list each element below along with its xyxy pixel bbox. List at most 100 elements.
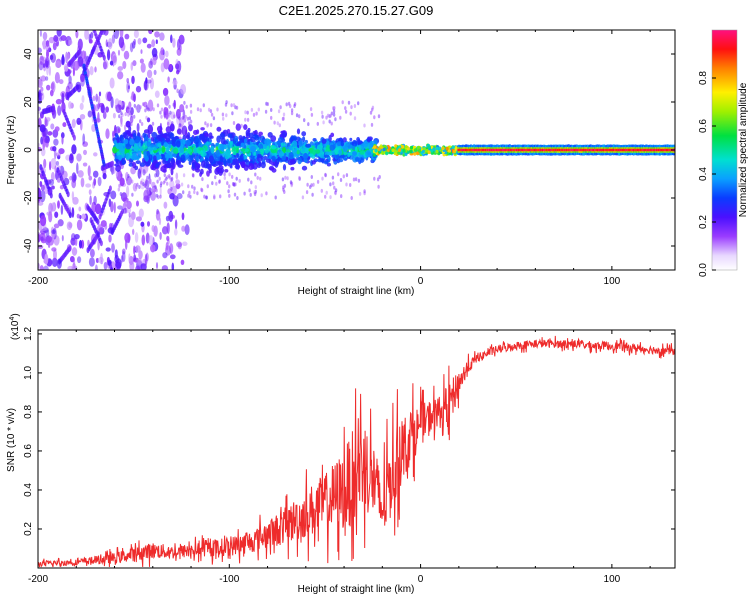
spectrogram-cell xyxy=(165,241,169,251)
spectrogram-cell xyxy=(162,133,167,139)
spectrogram-cell xyxy=(338,149,342,156)
spectrogram-cell xyxy=(373,176,376,181)
spectrogram-cell xyxy=(84,30,90,40)
spectrogram-cell xyxy=(288,152,294,159)
spectrogram-cell xyxy=(53,138,59,146)
spectrogram-cell xyxy=(112,112,116,119)
spectrogram-cell xyxy=(381,150,385,154)
spectrogram-cell xyxy=(293,102,297,107)
spectrogram-cell xyxy=(445,146,449,151)
spectrogram-cell xyxy=(155,163,159,169)
spectrogram-cell xyxy=(277,109,281,114)
spectrogram-cell xyxy=(171,162,175,170)
spectrogram-cell xyxy=(351,139,358,147)
spectrogram-cell xyxy=(45,235,53,243)
spectrogram-cell xyxy=(228,193,231,198)
spectrogram-cell xyxy=(40,91,45,101)
spectrogram-cell xyxy=(220,137,226,145)
spectrogram-cell xyxy=(235,176,238,181)
spectrogram-cell xyxy=(135,160,141,165)
spectrogram-cell xyxy=(185,104,188,109)
spectrogram-cell xyxy=(276,121,279,126)
spectrogram-cell xyxy=(233,158,239,166)
spectrogram-cell xyxy=(57,105,62,116)
spectrogram-cell xyxy=(264,138,271,146)
spectrogram-cell xyxy=(345,173,349,178)
spectrogram-cell xyxy=(142,169,146,176)
spectrogram-cell xyxy=(216,107,219,112)
spectrogram-cell xyxy=(247,127,251,133)
spectrogram-cell xyxy=(176,128,182,135)
spectrogram-cell xyxy=(180,84,187,95)
spectrogram-cell xyxy=(141,234,146,246)
spectrogram-cell xyxy=(102,54,106,61)
spectrogram-cell xyxy=(331,175,335,180)
spectrogram-cell xyxy=(254,172,257,177)
spectrogram-cell xyxy=(289,158,296,165)
spectrogram-cell xyxy=(316,121,319,126)
spectrogram-cell xyxy=(96,231,100,238)
spectrogram-cell xyxy=(169,243,174,254)
spectrogram-cell xyxy=(93,152,98,157)
spectrogram-cell xyxy=(363,123,366,128)
spectrogram-cell xyxy=(191,173,195,178)
spectrogram-cell xyxy=(112,53,118,66)
spectrogram-cell xyxy=(235,105,239,110)
spectrogram-cell xyxy=(373,145,377,149)
spectrogram-cell xyxy=(143,80,149,91)
spectrogram-cell xyxy=(171,262,175,270)
spectrogram-cell xyxy=(290,111,294,116)
spectrogram-cell xyxy=(174,219,178,230)
spectrogram-cell xyxy=(105,39,108,48)
spectrogram-cell xyxy=(93,178,97,186)
spectrogram-cell xyxy=(103,262,108,270)
spectrogram-cell xyxy=(49,54,54,61)
spectrogram-cell xyxy=(38,200,44,206)
spectrogram-cell xyxy=(332,181,335,186)
spectrogram-cell xyxy=(296,150,300,155)
spectrogram-cell xyxy=(350,196,353,200)
spectrogram-cell xyxy=(342,174,345,179)
spectrogram-cell xyxy=(120,122,123,127)
spectrogram-cell xyxy=(115,160,121,165)
spectrogram-cell xyxy=(135,105,138,110)
spectrogram-cell xyxy=(229,141,233,149)
spectrogram-cell xyxy=(219,194,222,199)
spectrogram-cell xyxy=(118,114,121,119)
spectrogram-cell xyxy=(243,124,248,131)
spectrogram-cell xyxy=(169,63,173,71)
spectrogram-cell xyxy=(177,156,181,160)
spectrogram-cell xyxy=(309,107,313,112)
spectrogram-cell xyxy=(196,191,199,196)
spectrogram-cell xyxy=(132,228,135,236)
spectrogram-cell xyxy=(133,254,137,262)
spectrogram-cell xyxy=(134,245,141,253)
spectrogram-cell xyxy=(128,101,132,110)
spectrogram-cell xyxy=(259,176,262,181)
spectrogram-cell xyxy=(60,204,64,216)
spectrogram-cell xyxy=(78,48,82,55)
spectrogram-cell xyxy=(137,257,142,265)
spectrogram-cell xyxy=(48,211,53,223)
spectrogram-cell xyxy=(38,117,42,128)
spectrogram-cell xyxy=(376,177,380,182)
spectrogram-cell xyxy=(208,155,214,163)
spectrogram-cell xyxy=(61,170,68,179)
spectrogram-cell xyxy=(55,160,60,166)
spectrogram-cell xyxy=(265,191,268,196)
spectrogram-cell xyxy=(181,225,186,232)
spectrogram-cell xyxy=(166,181,169,186)
spectrogram-cell xyxy=(246,110,249,115)
spectrogram-cell xyxy=(156,179,159,184)
spectrogram-cell xyxy=(173,114,176,119)
spectrogram-cell xyxy=(60,132,65,139)
spectrogram-cell xyxy=(68,212,72,219)
spectrogram-cell xyxy=(38,93,43,105)
spectrogram-cell xyxy=(223,159,227,166)
spectrogram-cell xyxy=(67,81,73,90)
spectrogram-cell xyxy=(373,115,376,120)
spectrogram-cell xyxy=(200,127,205,131)
spectrogram-cell xyxy=(152,155,157,162)
spectrogram-cell xyxy=(128,125,132,133)
spectrogram-cell xyxy=(74,237,78,247)
